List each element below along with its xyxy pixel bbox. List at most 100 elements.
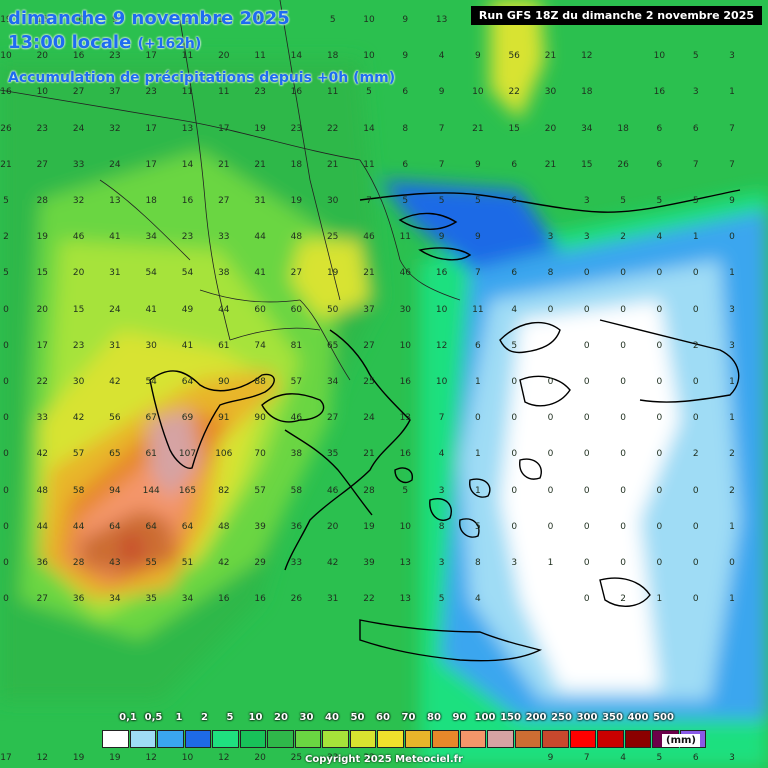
grid-value: 0 <box>656 521 663 532</box>
grid-value: 2 <box>620 594 626 605</box>
grid-value: 0 <box>656 413 663 424</box>
forecast-time-title: 13:00 locale (+162h) <box>8 32 201 53</box>
grid-value: 42 <box>218 558 230 568</box>
grid-value: 0 <box>583 377 590 387</box>
grid-value: 9 <box>402 15 409 25</box>
grid-value: 0 <box>692 485 699 496</box>
grid-value: 12 <box>581 51 593 62</box>
coastlines <box>149 189 741 662</box>
grid-value: 9 <box>547 753 554 763</box>
grid-value: 20 <box>544 123 557 134</box>
grid-value: 88 <box>254 377 266 387</box>
grid-value: 5 <box>511 340 518 351</box>
grid-value: 28 <box>363 485 375 496</box>
grid-value: 19 <box>72 753 85 763</box>
grid-value: 25 <box>363 377 375 387</box>
grid-value: 46 <box>399 268 412 279</box>
grid-value: 27 <box>36 159 49 170</box>
grid-value: 1 <box>729 594 735 605</box>
grid-value: 7 <box>475 268 481 279</box>
grid-value: 10 <box>0 51 12 62</box>
legend-label: 1 <box>175 712 183 723</box>
grid-value: 9 <box>475 51 481 62</box>
grid-value: 5 <box>329 15 336 25</box>
grid-value: 0 <box>656 485 663 496</box>
grid-value: 30 <box>326 196 339 206</box>
grid-value: 15 <box>36 15 49 25</box>
grid-value: 0 <box>511 521 518 532</box>
legend-swatches <box>102 730 718 748</box>
legend-swatch <box>349 730 376 748</box>
legend-label: 50 <box>350 712 365 723</box>
grid-value: 32 <box>109 123 121 134</box>
grid-value: 42 <box>36 449 49 460</box>
grid-value: 0 <box>656 558 663 568</box>
grid-value: 6 <box>475 340 481 351</box>
grid-value: 0 <box>620 377 626 387</box>
legend-label: 150 <box>500 712 521 723</box>
forecast-date-title: dimanche 9 novembre 2025 <box>8 8 290 29</box>
grid-value: 4 <box>656 232 663 243</box>
grid-value: 24 <box>363 413 375 424</box>
grid-value: 0 <box>583 558 590 568</box>
legend-label: 400 <box>627 712 649 723</box>
grid-value: 21 <box>218 159 230 170</box>
grid-value: 57 <box>72 449 85 460</box>
grid-value: 0 <box>620 485 626 496</box>
grid-value: 32 <box>363 753 375 763</box>
legend-swatch <box>542 730 569 748</box>
grid-value: 48 <box>218 521 230 532</box>
grid-value: 11 <box>363 159 375 170</box>
grid-value: 0 <box>583 340 590 351</box>
grid-value: 0 <box>692 413 699 424</box>
grid-value: 0 <box>547 413 554 424</box>
legend-label: 60 <box>376 712 390 723</box>
grid-value: 56 <box>508 51 520 62</box>
legend-swatch <box>624 730 651 748</box>
grid-value: 11 <box>181 51 194 62</box>
grid-value: 12 <box>145 753 157 763</box>
grid-value: 7 <box>729 123 735 134</box>
run-info-badge: Run GFS 18Z du dimanche 2 novembre 2025 <box>470 6 762 25</box>
legend-swatch <box>129 730 156 748</box>
grid-value: 11 <box>254 51 266 62</box>
legend-label: 30 <box>299 712 314 723</box>
grid-value: 16 <box>181 196 194 206</box>
grid-value: 18 <box>145 196 157 206</box>
grid-value: 54 <box>145 268 157 279</box>
grid-value: 67 <box>145 413 157 424</box>
grid-value: 0 <box>3 449 9 460</box>
grid-value: 3 <box>729 304 735 315</box>
grid-value: 0 <box>620 268 626 279</box>
grid-value: 0 <box>3 558 9 568</box>
legend-swatch <box>239 730 266 748</box>
grid-value: 0 <box>3 340 9 351</box>
grid-value: 17 <box>36 340 49 351</box>
legend-swatch <box>322 730 349 748</box>
grid-value: 0 <box>583 449 590 460</box>
grid-value: 46 <box>363 232 375 243</box>
grid-value: 21 <box>0 159 12 170</box>
grid-value: 48 <box>290 232 303 243</box>
grid-value: 16 <box>72 51 85 62</box>
grid-value: 5 <box>438 196 445 206</box>
grid-value: 46 <box>326 485 339 496</box>
legend-unit: (mm) <box>662 734 700 747</box>
grid-value: 21 <box>254 159 266 170</box>
grid-value: 9 <box>475 159 481 170</box>
grid-value: 22 <box>36 377 49 387</box>
grid-value: 8 <box>402 123 409 134</box>
grid-value: 4 <box>438 449 445 460</box>
forecast-offset: (+162h) <box>137 36 202 52</box>
grid-value: 23 <box>36 123 49 134</box>
grid-value: 30 <box>399 304 412 315</box>
legend-swatch <box>377 730 404 748</box>
legend-label: 300 <box>576 712 598 723</box>
grid-value: 23 <box>254 87 266 98</box>
grid-value: 27 <box>363 340 375 351</box>
grid-value: 0 <box>583 413 590 424</box>
grid-value: 6 <box>656 159 663 170</box>
grid-value: 4 <box>438 51 445 62</box>
grid-value: 7 <box>729 159 735 170</box>
grid-value: 46 <box>290 413 303 424</box>
